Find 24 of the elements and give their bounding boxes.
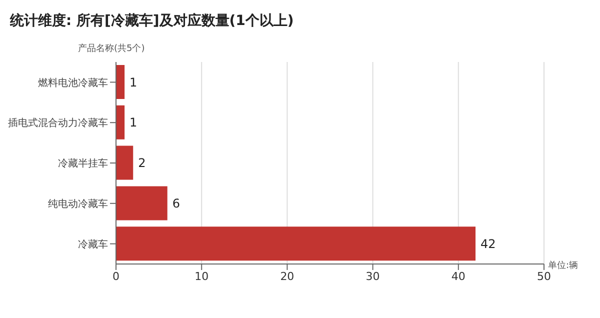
chart-title: 统计维度: 所有[冷藏车]及对应数量(1个以上) [10,12,294,30]
y-axis-title: 产品名称(共5个) [78,42,145,55]
data-label: 1 [130,116,138,130]
x-tick-label: 30 [366,270,380,283]
data-label: 6 [172,196,180,210]
bar [116,226,476,261]
x-tick-label: 20 [280,270,294,283]
x-tick-label: 10 [194,270,209,283]
x-tick-label: 40 [451,270,466,283]
x-axis-title: 单位:辆 [548,260,578,272]
x-tick-label: 50 [537,270,551,283]
data-label: 42 [480,236,496,251]
bar [116,186,168,220]
y-tick-label: 燃料电池冷藏车 [38,76,108,89]
y-tick-label: 纯电动冷藏车 [48,198,108,210]
bar [116,65,125,99]
bar [116,146,134,180]
y-tick-label: 冷藏半挂车 [58,158,108,170]
data-label: 2 [138,156,146,170]
data-label: 1 [130,75,138,90]
y-tick-label: 插电式混合动力冷藏车 [8,117,108,130]
y-tick-label: 冷藏车 [78,238,108,250]
x-tick-label: 0 [112,270,120,283]
bar [116,105,125,140]
